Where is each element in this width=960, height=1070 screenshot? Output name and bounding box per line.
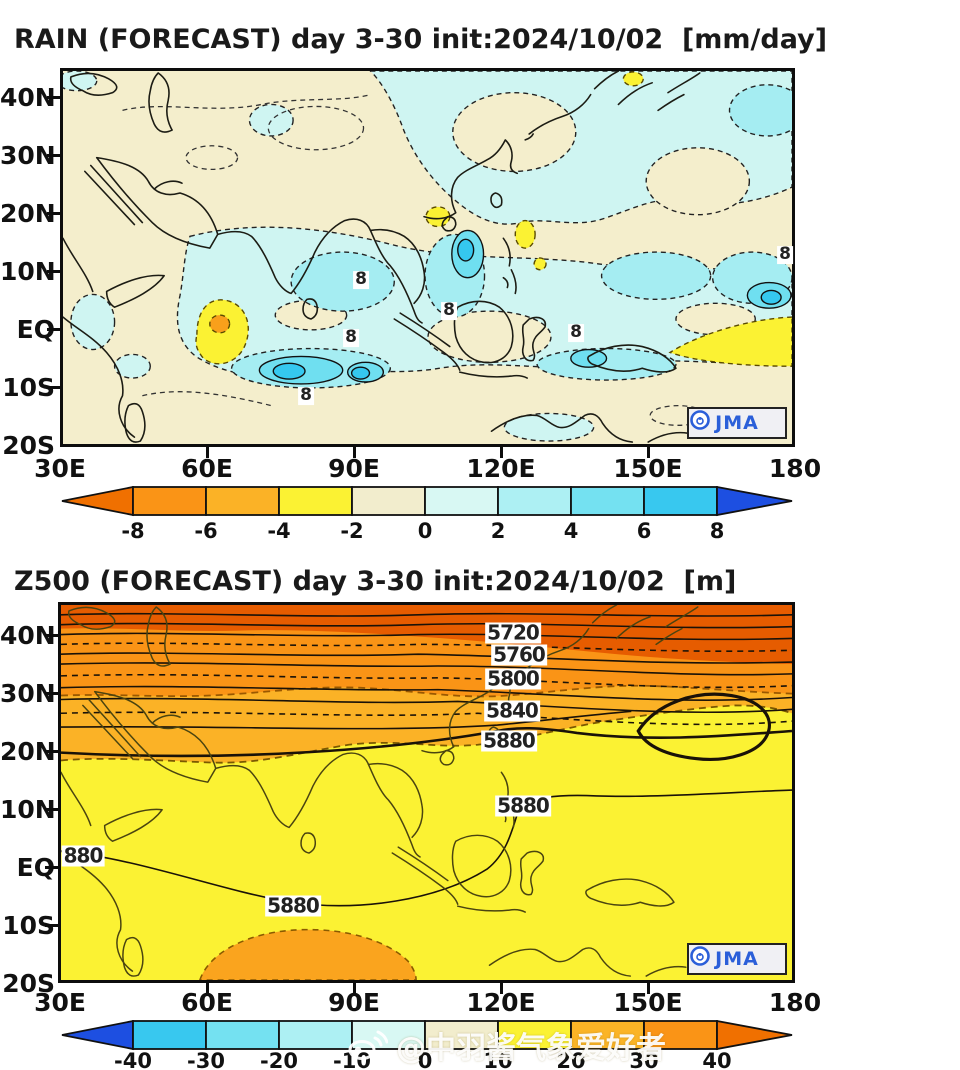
- rain-contour-label: 8: [343, 327, 359, 348]
- rain-lat-40n: 40N: [0, 83, 56, 112]
- rain-panel-title: RAIN (FORECAST) day 3-30 init:2024/10/02…: [14, 24, 828, 55]
- rain-ytick: [47, 328, 60, 331]
- rain-lon-150e: 150E: [613, 454, 683, 483]
- z500-xtick: [353, 983, 356, 994]
- rain-lon-90e: 90E: [328, 454, 380, 483]
- z500-cbar-tick: 10: [483, 1049, 512, 1070]
- rain-map-art: [63, 71, 792, 443]
- rain-cbar-tick: -2: [340, 519, 363, 543]
- rain-contour-label: 8: [298, 385, 314, 406]
- z500-ytick: [45, 634, 58, 637]
- z500-contour-label: 5880: [495, 793, 551, 818]
- rain-lon-60e: 60E: [181, 454, 233, 483]
- z500-contour-label: 5800: [485, 666, 541, 691]
- rain-cbar-tick: -4: [267, 519, 290, 543]
- z500-xtick: [647, 983, 650, 994]
- rain-xtick: [647, 447, 650, 458]
- z500-lon-90e: 90E: [328, 988, 380, 1017]
- rain-shading-strong: [258, 229, 792, 385]
- jma-logo-text: JMA: [715, 412, 759, 434]
- rain-contours: [122, 94, 707, 426]
- z500-lon-120e: 120E: [466, 988, 536, 1017]
- z500-ytick: [45, 808, 58, 811]
- rain-ytick: [47, 96, 60, 99]
- rain-xtick: [500, 447, 503, 458]
- z500-ytick: [45, 750, 58, 753]
- z500-contours: [61, 612, 792, 907]
- z500-panel-title: Z500 (FORECAST) day 3-30 init:2024/10/02…: [14, 566, 737, 597]
- z500-cbar-tick: -10: [333, 1049, 371, 1070]
- z500-contour-label: 5720: [485, 620, 541, 645]
- rain-lon-30e: 30E: [34, 454, 86, 483]
- z500-colorbar: -40 -30 -20 -10 0 10 20 30 40: [61, 1020, 793, 1070]
- rain-cbar-tick: 2: [491, 519, 506, 543]
- weibo-icon: [348, 1030, 388, 1060]
- rain-lat-20n: 20N: [0, 199, 56, 228]
- z500-cbar-tick: 20: [556, 1049, 585, 1070]
- rain-contour-label: 8: [353, 269, 369, 290]
- rain-map: 8 8 8 8 8 8 JMA: [60, 68, 795, 447]
- rain-cbar-tick: 6: [637, 519, 652, 543]
- rain-lat-10n: 10N: [0, 257, 56, 286]
- rain-ytick: [47, 212, 60, 215]
- jma-logo-icon: [690, 410, 710, 430]
- jma-logo-icon: [690, 946, 710, 966]
- jma-logo: JMA: [687, 407, 787, 439]
- z500-contour-label: 5880: [481, 728, 537, 753]
- rain-lat-10s: 10S: [2, 373, 55, 402]
- rain-contour-label: 8: [777, 244, 793, 265]
- z500-contour-label: 5840: [484, 698, 540, 723]
- z500-ytick: [45, 924, 58, 927]
- rain-contour-label: 8: [441, 300, 457, 321]
- rain-lon-120e: 120E: [466, 454, 536, 483]
- z500-shading: [61, 605, 792, 980]
- z500-cbar-tick: 0: [418, 1049, 433, 1070]
- z500-lon-30e: 30E: [34, 988, 86, 1017]
- jma-logo: JMA: [687, 943, 787, 975]
- z500-xtick: [206, 983, 209, 994]
- z500-cbar-tick: -30: [187, 1049, 225, 1070]
- rain-cbar-tick: -6: [194, 519, 217, 543]
- rain-ytick: [47, 154, 60, 157]
- rain-lat-20s: 20S: [2, 431, 55, 460]
- rain-lon-180: 180: [768, 454, 822, 483]
- rain-xtick: [206, 447, 209, 458]
- z500-cbar-tick: -40: [114, 1049, 152, 1070]
- z500-cbar-tick: 40: [702, 1049, 731, 1070]
- z500-shading-boundaries: [61, 684, 792, 764]
- rain-negative-cells: [195, 71, 792, 367]
- z500-ytick: [45, 866, 58, 869]
- z500-map: 5720 5760 5800 5840 5880 5880 5880 880 J…: [58, 602, 795, 983]
- z500-contour-label: 5880: [265, 893, 321, 918]
- z500-lon-150e: 150E: [613, 988, 683, 1017]
- rain-colorbar: -8 -6 -4 -2 0 2 4 6 8: [61, 486, 793, 543]
- rain-cbar-tick: 4: [564, 519, 579, 543]
- rain-ytick: [47, 386, 60, 389]
- rain-cbar-tick: -8: [121, 519, 144, 543]
- rain-lat-30n: 30N: [0, 141, 56, 170]
- jma-logo-text: JMA: [715, 948, 759, 970]
- watermark: @中羽酱气象爱好者: [348, 1023, 666, 1067]
- z500-lon-180: 180: [768, 988, 822, 1017]
- rain-shading: [63, 71, 792, 442]
- z500-ytick: [45, 692, 58, 695]
- watermark-text: @中羽酱气象爱好者: [396, 1031, 666, 1066]
- z500-map-art: [61, 605, 792, 980]
- z500-contour-label: 5760: [491, 642, 547, 667]
- rain-cbar-tick: 0: [418, 519, 433, 543]
- z500-cbar-tick: -20: [260, 1049, 298, 1070]
- rain-ytick: [47, 270, 60, 273]
- z500-xtick: [500, 983, 503, 994]
- z500-lat-20s: 20S: [2, 969, 55, 998]
- rain-xtick: [353, 447, 356, 458]
- z500-lon-60e: 60E: [181, 988, 233, 1017]
- rain-cbar-tick: 8: [710, 519, 725, 543]
- z500-cbar-tick: 30: [629, 1049, 658, 1070]
- z500-contour-label: 880: [61, 843, 105, 868]
- rain-contour-label: 8: [568, 322, 584, 343]
